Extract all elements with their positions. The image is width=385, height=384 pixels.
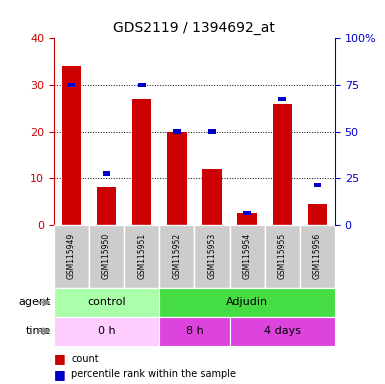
Text: GSM115954: GSM115954 bbox=[243, 233, 252, 280]
Text: Adjudin: Adjudin bbox=[226, 297, 268, 308]
Bar bbox=[159, 288, 335, 317]
Bar bbox=[54, 225, 89, 288]
Bar bbox=[68, 83, 75, 87]
Text: GSM115951: GSM115951 bbox=[137, 233, 146, 280]
Bar bbox=[229, 225, 265, 288]
Bar bbox=[278, 97, 286, 101]
Text: GSM115949: GSM115949 bbox=[67, 233, 76, 280]
Bar bbox=[62, 66, 81, 225]
Bar bbox=[167, 131, 186, 225]
Bar bbox=[313, 183, 321, 187]
Text: count: count bbox=[71, 354, 99, 364]
Text: GSM115950: GSM115950 bbox=[102, 233, 111, 280]
Bar bbox=[54, 288, 159, 317]
Bar bbox=[243, 211, 251, 215]
Text: control: control bbox=[87, 297, 126, 308]
Title: GDS2119 / 1394692_at: GDS2119 / 1394692_at bbox=[114, 21, 275, 35]
Bar bbox=[89, 225, 124, 288]
Text: 4 days: 4 days bbox=[264, 326, 301, 336]
Bar bbox=[138, 83, 146, 87]
Text: GSM115955: GSM115955 bbox=[278, 233, 287, 280]
Bar bbox=[273, 104, 292, 225]
Text: 0 h: 0 h bbox=[98, 326, 116, 336]
Bar bbox=[264, 225, 300, 288]
Text: time: time bbox=[26, 326, 51, 336]
Text: agent: agent bbox=[19, 297, 51, 308]
Bar bbox=[132, 99, 151, 225]
Bar bbox=[203, 169, 222, 225]
Text: ■: ■ bbox=[54, 353, 66, 366]
Bar bbox=[159, 317, 229, 346]
Bar bbox=[173, 129, 181, 134]
Bar bbox=[208, 129, 216, 134]
Bar bbox=[97, 187, 116, 225]
Bar bbox=[194, 225, 229, 288]
Bar bbox=[159, 225, 194, 288]
Text: GSM115952: GSM115952 bbox=[172, 233, 181, 280]
Text: GSM115953: GSM115953 bbox=[208, 233, 216, 280]
Text: ■: ■ bbox=[54, 368, 66, 381]
Bar bbox=[300, 225, 335, 288]
Text: 8 h: 8 h bbox=[186, 326, 203, 336]
Text: percentile rank within the sample: percentile rank within the sample bbox=[71, 369, 236, 379]
Bar bbox=[103, 171, 110, 176]
Bar bbox=[308, 204, 327, 225]
Bar bbox=[124, 225, 159, 288]
Bar bbox=[238, 213, 257, 225]
Text: GSM115956: GSM115956 bbox=[313, 233, 322, 280]
Bar bbox=[54, 317, 159, 346]
Bar bbox=[229, 317, 335, 346]
